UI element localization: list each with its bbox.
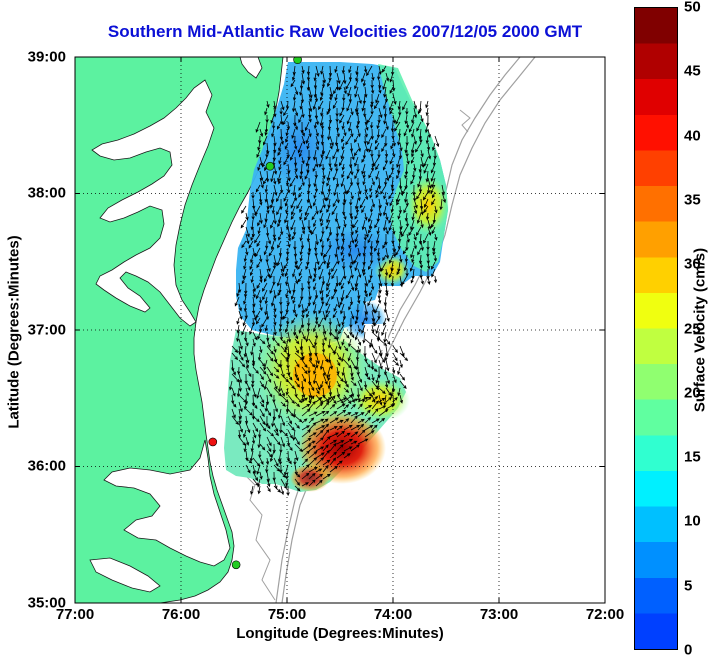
colorbar-tick-label: 30 — [684, 255, 701, 273]
y-axis-label: Latitude (Degrees:Minutes) — [5, 235, 23, 429]
x-tick-label: 73:00 — [479, 606, 519, 623]
colorbar-label: Surface Velocity (cm/s) — [691, 247, 709, 413]
delaware-bay — [239, 57, 263, 79]
x-axis-label: Longitude (Degrees:Minutes) — [236, 625, 444, 642]
colorbar-tick-label: 35 — [684, 191, 701, 209]
y-tick-label: 36:00 — [27, 457, 66, 475]
radar-station-marker — [265, 161, 275, 171]
radar-stations — [208, 57, 302, 570]
velocity-gap — [364, 324, 388, 350]
colorbar-tick-label: 0 — [684, 641, 693, 659]
velocity-blob-slow-2 — [310, 225, 400, 275]
colorbar — [634, 7, 678, 650]
chesapeake-bay — [91, 79, 215, 327]
colorbar-tick-label: 20 — [684, 384, 701, 402]
axis-ticks — [75, 57, 605, 603]
bathymetry-contour — [281, 57, 536, 603]
colorbar-tick-label: 10 — [684, 512, 701, 530]
colorbar-tick-label: 40 — [684, 127, 701, 145]
y-tick-label: 39:00 — [27, 48, 66, 66]
y-tick-label: 37:00 — [27, 321, 66, 339]
x-tick-label: 77:00 — [55, 606, 95, 623]
radar-station-marker — [208, 437, 218, 447]
grid-lines — [75, 57, 605, 603]
y-tick-label: 38:00 — [27, 184, 66, 202]
colorbar-tick-label: 15 — [684, 448, 701, 466]
velocity-arrows — [229, 65, 446, 497]
x-tick-label: 74:00 — [373, 606, 413, 623]
colorbar-tick-label: 5 — [684, 577, 693, 595]
pamlico-sound — [103, 439, 231, 567]
chart-title: Southern Mid-Atlantic Raw Velocities 200… — [107, 22, 583, 41]
x-tick-label: 72:00 — [585, 606, 625, 623]
colorbar-tick-label: 25 — [684, 320, 701, 338]
colorbar-tick-label: 50 — [684, 0, 701, 16]
radar-station-marker — [293, 57, 302, 65]
x-tick-label: 75:00 — [267, 606, 307, 623]
bathymetry-contour — [275, 57, 521, 603]
pamlico-inlet — [89, 557, 161, 593]
colorbar-tick-label: 45 — [684, 62, 701, 80]
velocity-blob-slow — [265, 105, 335, 195]
bathymetry-contour — [239, 469, 276, 601]
radar-station-marker — [231, 560, 241, 570]
y-tick-label: 35:00 — [27, 594, 66, 612]
velocity-blob-east — [406, 175, 450, 235]
velocity-arrow-set — [229, 65, 446, 497]
bathymetry-contour — [459, 109, 471, 133]
velocity-blob-central-core — [293, 353, 337, 397]
x-tick-label: 76:00 — [161, 606, 201, 623]
